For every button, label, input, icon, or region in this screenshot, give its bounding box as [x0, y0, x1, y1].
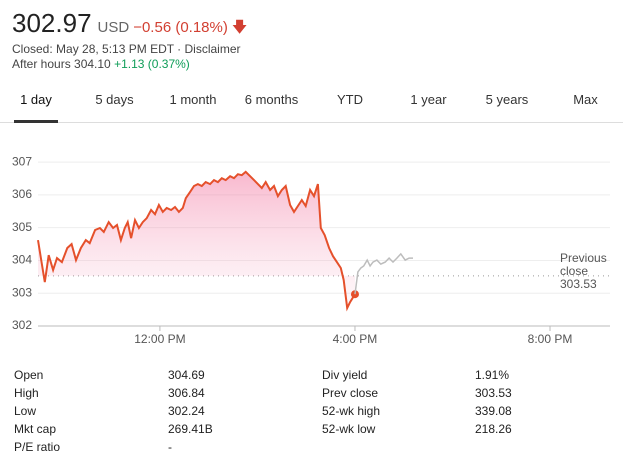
- stat-label: Mkt cap: [14, 422, 57, 436]
- down-arrow: 🡇: [231, 19, 248, 36]
- range-tab[interactable]: 5 years: [485, 92, 529, 107]
- line: [37, 170, 356, 312]
- reference-label: Previous close 303.53: [560, 250, 612, 291]
- range-tab[interactable]: 1 year: [410, 92, 447, 107]
- price: 302.97: [12, 8, 92, 38]
- currency: USD: [97, 19, 130, 36]
- stat-value: 304.69: [168, 368, 205, 382]
- range-tab[interactable]: 5 days: [95, 92, 134, 107]
- stat-label: 52-wk high: [322, 404, 381, 418]
- stat-label: High: [14, 386, 39, 400]
- price-row: 302.97 USD −0.56 (0.18%) 🡇: [12, 8, 247, 42]
- close-dot: [350, 290, 359, 299]
- range-tab[interactable]: Max: [573, 92, 598, 107]
- stat-label: Prev close: [322, 386, 379, 400]
- y-tick-label: 304: [12, 253, 32, 267]
- range-tab[interactable]: 6 months: [244, 92, 299, 107]
- area: [38, 171, 355, 308]
- stat-value: 339.08: [475, 404, 512, 418]
- stat-value: 306.84: [168, 386, 205, 400]
- x-tick-label: 4:00 PM: [333, 332, 378, 346]
- stat-value: 269.41B: [168, 422, 213, 436]
- after-hours: After hours 304.10: [12, 57, 111, 71]
- stat-label: Open: [14, 368, 44, 382]
- y-tick-label: 302: [12, 318, 32, 332]
- x-tick-label: 8:00 PM: [528, 332, 573, 346]
- change: −0.56 (0.18%): [133, 19, 228, 36]
- stat-label: Div yield: [322, 368, 368, 382]
- stat-value: 302.24: [168, 404, 205, 418]
- y-tick-label: 305: [12, 220, 32, 234]
- range-tab[interactable]: 1 day: [20, 92, 52, 107]
- stat-value: 218.26: [475, 422, 512, 436]
- reference-name: Previous close: [560, 250, 607, 278]
- y-tick-label: 306: [12, 187, 32, 201]
- y-tick-label: 303: [12, 285, 32, 299]
- stat-label: Low: [14, 404, 37, 418]
- tab-underline: [14, 120, 58, 123]
- line: [354, 252, 413, 295]
- chart: 302 303 304 305 306 307 12:00 PM 4:00 PM 8:00 PM: [12, 154, 610, 346]
- after-hours-change: +1.13 (0.37%): [114, 57, 190, 71]
- y-tick-label: 307: [12, 154, 32, 168]
- stat-value: 303.53: [475, 386, 512, 400]
- stat-label: 52-wk low: [322, 422, 376, 436]
- after-hours-row: After hours 304.10 +1.13 (0.37%): [12, 57, 247, 72]
- reference-value: 303.53: [560, 276, 597, 291]
- range-tabs: 1 day 5 days 1 month 6 months YTD 1 year 5 yea…: [0, 88, 623, 123]
- x-tick-label: 12:00 PM: [134, 332, 185, 346]
- stat-label: P/E ratio: [14, 440, 61, 454]
- closed-note: Closed: May 28, 5:13 PM EDT · Disclaimer: [12, 42, 241, 56]
- quote-header: 302.97 USD −0.56 (0.18%) 🡇 Closed: May 28, …: [12, 8, 247, 72]
- stat-value: 1.91%: [475, 368, 510, 382]
- range-tab[interactable]: 1 month: [169, 92, 217, 107]
- stat-value: -: [168, 440, 172, 454]
- range-tab[interactable]: YTD: [337, 92, 363, 107]
